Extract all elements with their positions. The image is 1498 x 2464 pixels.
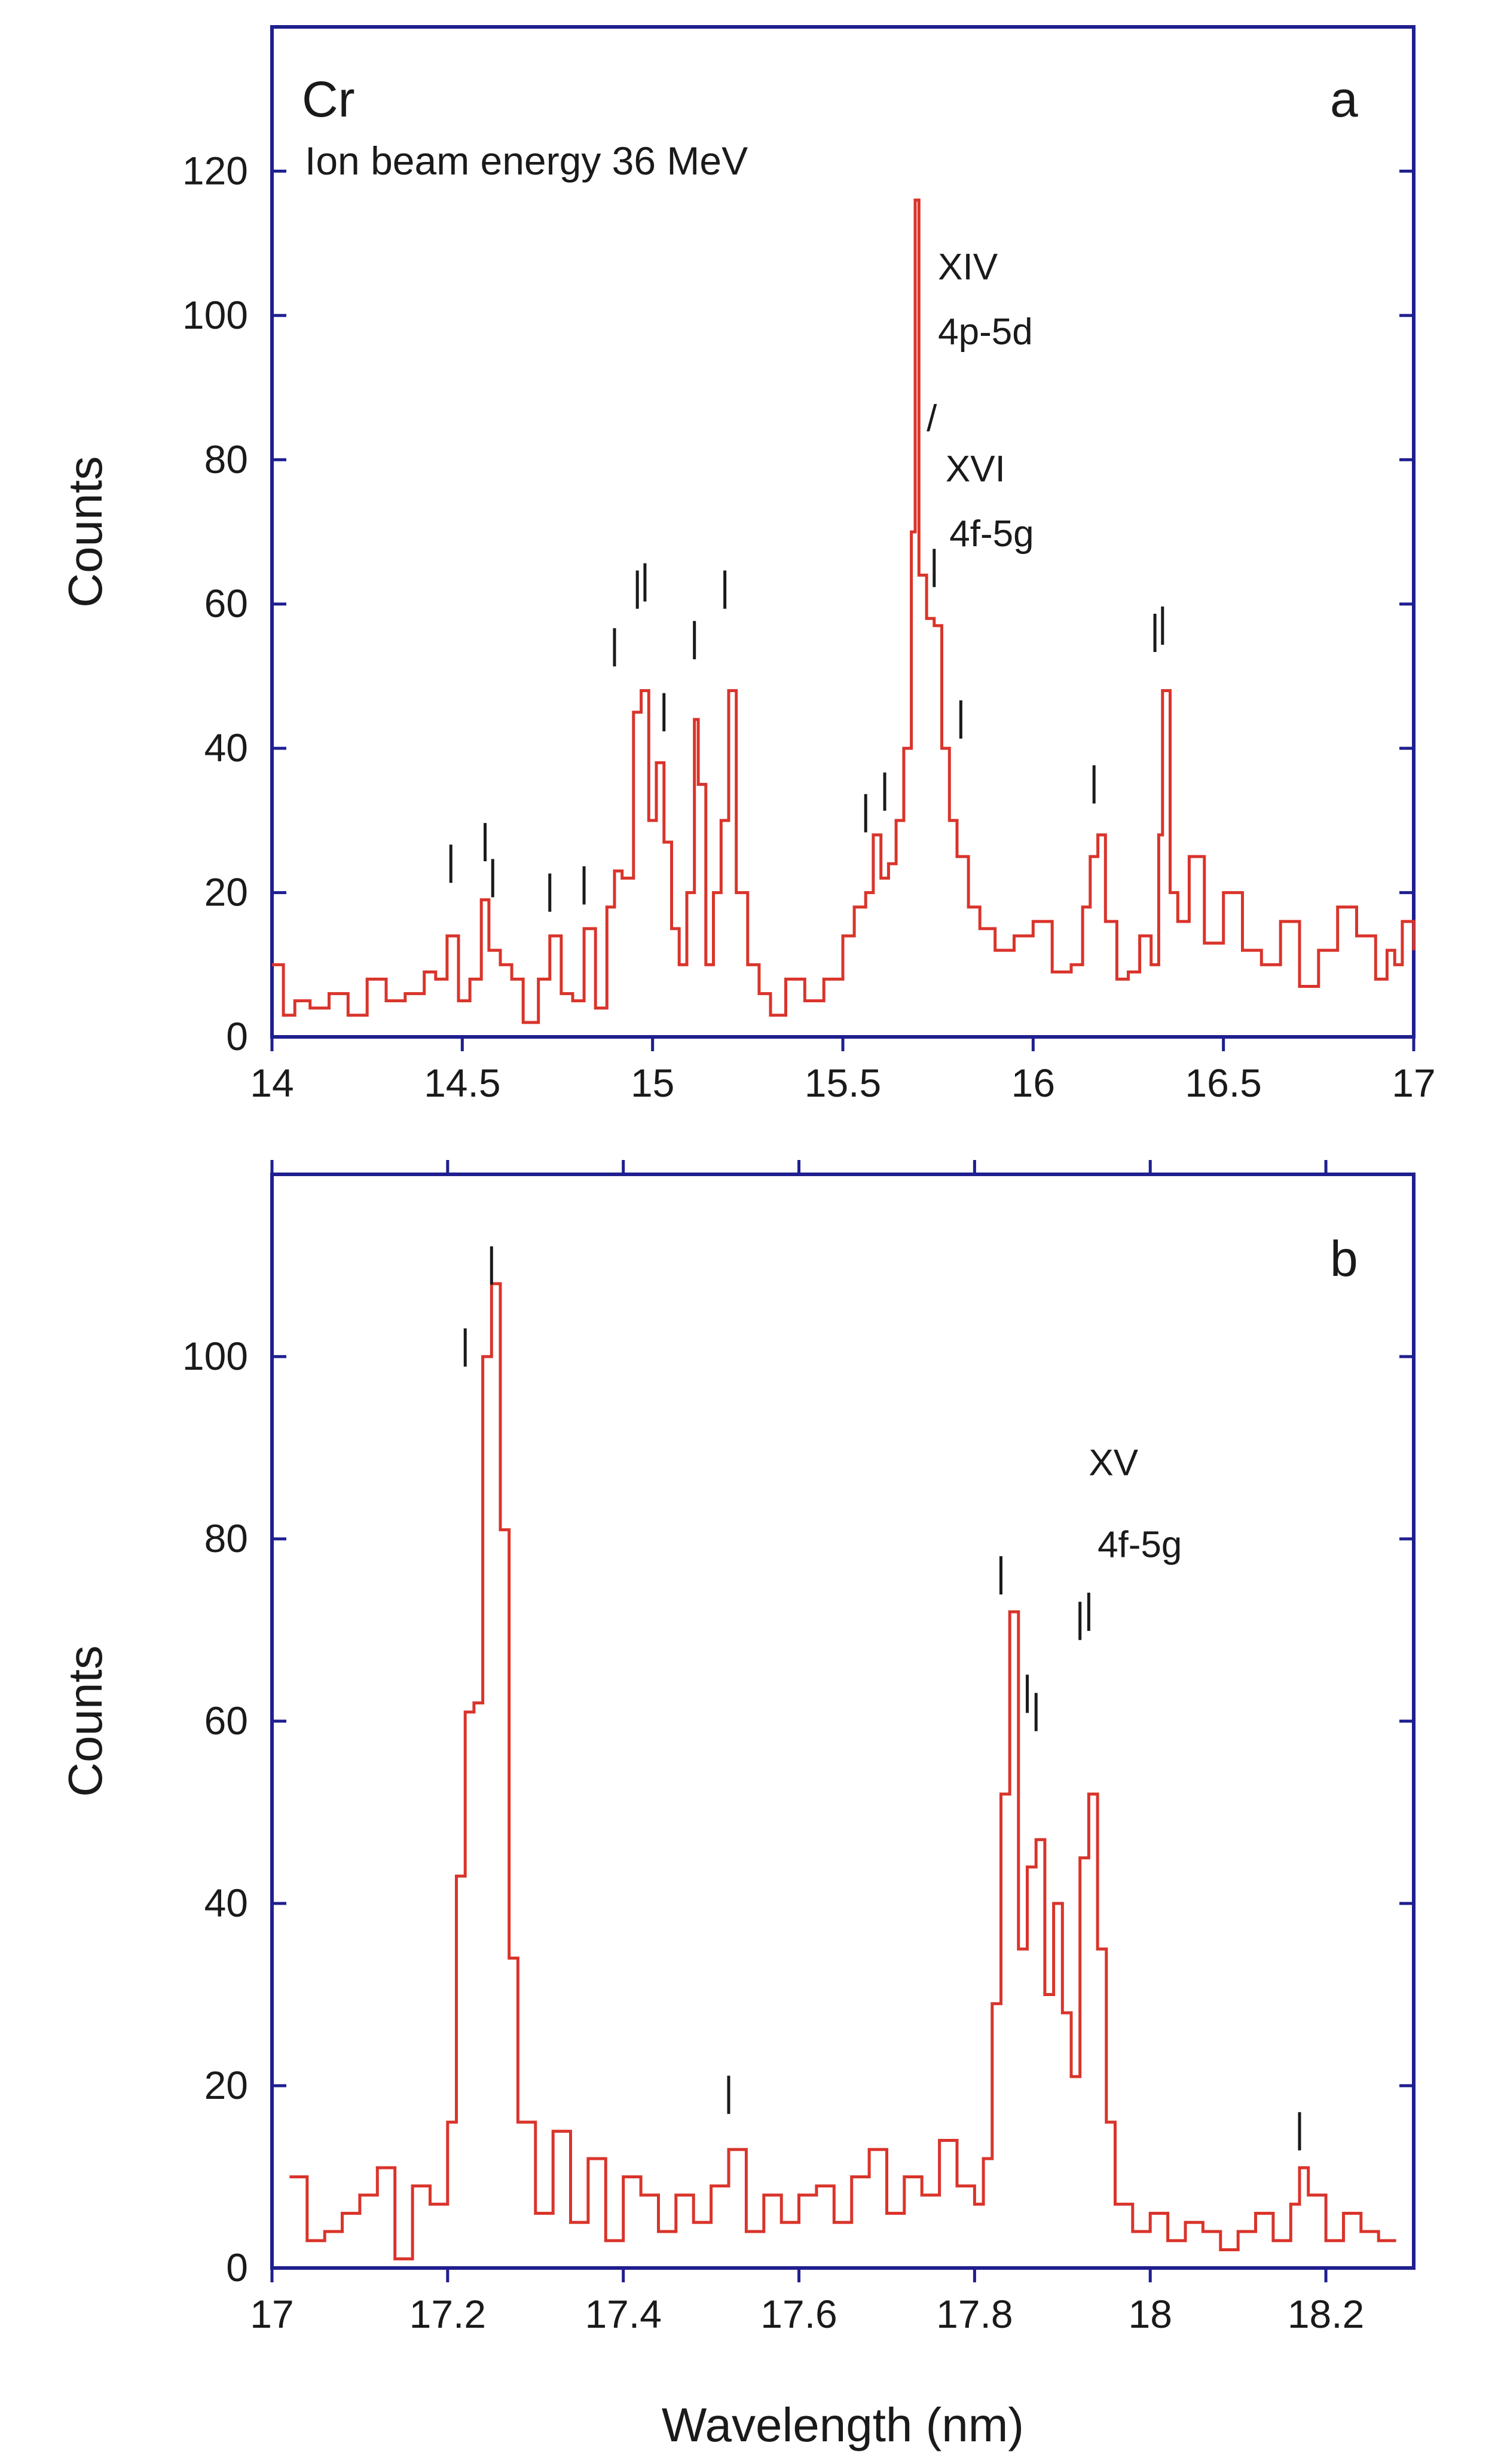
panel-b-line-markers: [463, 1246, 1301, 2151]
y-tick-label: 80: [204, 1516, 248, 1560]
y-tick-label: 60: [204, 1698, 248, 1743]
panel-a-y-axis-label: Counts: [59, 456, 112, 607]
x-tick-label: 18: [1129, 2292, 1172, 2336]
y-tick-label: 0: [226, 2245, 248, 2289]
panel-a-series-line: [272, 198, 1416, 1024]
panel-a: 14 14.5 15 15.5 16 16.5 17 0 20 40 60 80 100 120 XIV 4…: [59, 25, 1436, 1105]
annotation: XV: [1089, 1442, 1138, 1483]
y-tick-label: 20: [204, 2063, 248, 2107]
panel-b-x-axis-label: Wavelength (nm): [662, 2398, 1024, 2451]
y-tick-label: 100: [182, 293, 248, 337]
x-tick-label: 17.2: [409, 2292, 486, 2336]
annotation: XVI: [946, 449, 1005, 490]
x-tick-label: 14.5: [424, 1061, 500, 1105]
y-tick-label: 60: [204, 581, 248, 626]
x-tick-label: 16: [1011, 1061, 1055, 1105]
panel-b-label: b: [1330, 1231, 1358, 1287]
x-tick-label: 16.5: [1185, 1061, 1261, 1105]
panel-a-title: Cr: [302, 71, 355, 127]
y-tick-label: 20: [204, 870, 248, 914]
y-tick-label: 120: [182, 148, 248, 192]
annotation: /: [927, 398, 937, 439]
annotation: 4p-5d: [938, 311, 1033, 353]
panel-a-line-markers: [449, 549, 1164, 912]
annotation: 4f-5g: [949, 513, 1034, 555]
panel-a-subtitle: Ion beam energy 36 MeV: [305, 139, 748, 183]
panel-b-series-line: [289, 1282, 1396, 2261]
panel-b-ticks: [270, 1160, 1414, 2282]
y-tick-label: 40: [204, 726, 248, 770]
panel-b: 17 17.2 17.4 17.6 17.8 18 18.2 0 20 40 60 80 100 XV 4…: [59, 1160, 1416, 2451]
x-tick-label: 15: [631, 1061, 674, 1105]
x-tick-label: 17.4: [585, 2292, 661, 2336]
panel-b-annotations: XV 4f-5g: [1089, 1442, 1182, 1565]
x-tick-label: 17.8: [936, 2292, 1013, 2336]
y-tick-label: 80: [204, 437, 248, 481]
x-tick-label: 15.5: [805, 1061, 881, 1105]
panel-a-label: a: [1330, 71, 1358, 127]
annotation: 4f-5g: [1097, 1525, 1182, 1566]
panel-a-tick-labels: 14 14.5 15 15.5 16 16.5 17 0 20 40 60 80 100 120: [182, 148, 1436, 1105]
x-tick-label: 14: [250, 1061, 294, 1105]
panel-a-ticks: [270, 169, 1416, 1051]
x-tick-label: 18.2: [1288, 2292, 1364, 2336]
x-tick-label: 17.6: [760, 2292, 837, 2336]
annotation: XIV: [938, 247, 998, 288]
panel-b-y-axis-label: Counts: [59, 1645, 112, 1796]
panel-a-annotations: XIV 4p-5d XVI 4f-5g /: [927, 247, 1034, 555]
x-tick-label: 17: [250, 2292, 294, 2336]
y-tick-label: 0: [226, 1014, 248, 1058]
y-tick-label: 40: [204, 1881, 248, 1925]
x-tick-label: 17: [1392, 1061, 1435, 1105]
panel-b-frame: [270, 1173, 1416, 2270]
panel-b-tick-labels: 17 17.2 17.4 17.6 17.8 18 18.2 0 20 40 60 80 100: [182, 1334, 1364, 2336]
y-tick-label: 100: [182, 1334, 248, 1378]
